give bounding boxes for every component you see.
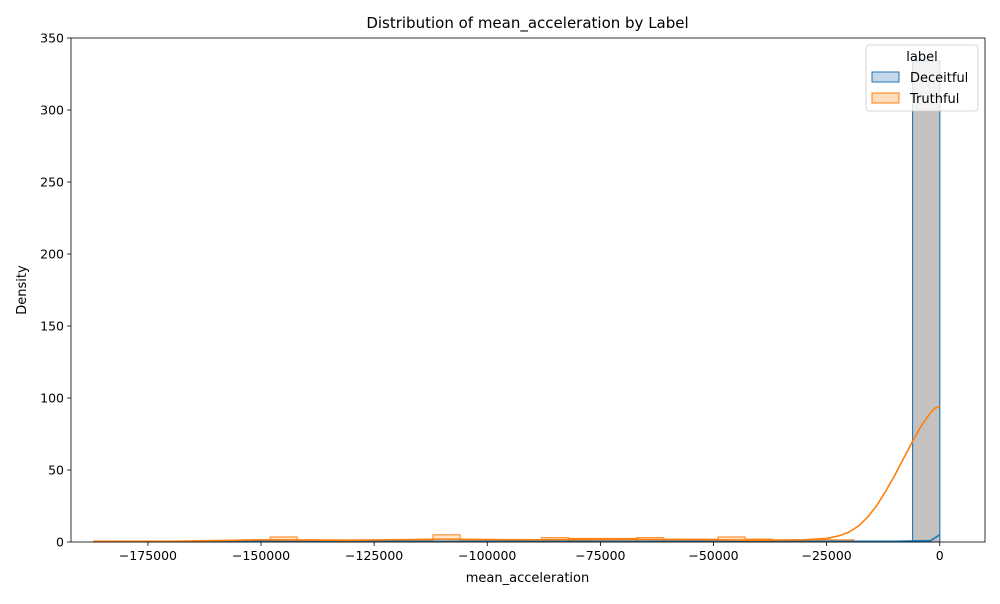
legend-swatch-deceitful — [871, 71, 900, 83]
kde-curves — [93, 405, 941, 543]
histogram-bars — [93, 60, 941, 543]
x-tick-label: −75000 — [575, 548, 625, 563]
y-tick-label: 300 — [40, 103, 64, 118]
x-tick-label: 0 — [936, 548, 944, 563]
y-axis-label: Density — [15, 265, 30, 315]
legend-label-truthful: Truthful — [909, 92, 959, 107]
y-tick-label: 100 — [40, 391, 64, 406]
y-tick-label: 50 — [48, 463, 64, 478]
chart-title: Distribution of mean_acceleration by Lab… — [366, 14, 688, 33]
kde-line-truthful — [93, 405, 940, 543]
x-tick-label: −125000 — [345, 548, 403, 563]
legend: label Deceitful Truthful — [865, 44, 979, 112]
x-axis-label: mean_acceleration — [466, 571, 589, 586]
y-tick-label: 150 — [40, 319, 64, 334]
x-axis-ticks: −175000 −150000 −125000 −100000 −75000 −50000… — [119, 542, 944, 563]
y-axis-ticks: 0 50 100 150 200 250 300 350 — [40, 31, 71, 550]
axes — [70, 37, 986, 543]
x-tick-label: −175000 — [119, 548, 177, 563]
legend-swatch-truthful — [871, 92, 900, 104]
y-tick-label: 250 — [40, 175, 64, 190]
x-tick-label: −25000 — [802, 548, 852, 563]
y-tick-label: 0 — [56, 535, 64, 550]
legend-label-deceitful: Deceitful — [910, 71, 968, 86]
legend-title: label — [906, 50, 937, 65]
x-tick-label: −50000 — [688, 548, 738, 563]
kde-line-deceitful — [93, 534, 941, 543]
x-tick-label: −150000 — [232, 548, 290, 563]
y-tick-label: 200 — [40, 247, 64, 262]
plot-frame — [70, 37, 986, 543]
y-tick-label: 350 — [40, 31, 64, 46]
x-tick-label: −100000 — [458, 548, 516, 563]
bar-overlap-near-zero — [912, 60, 941, 543]
